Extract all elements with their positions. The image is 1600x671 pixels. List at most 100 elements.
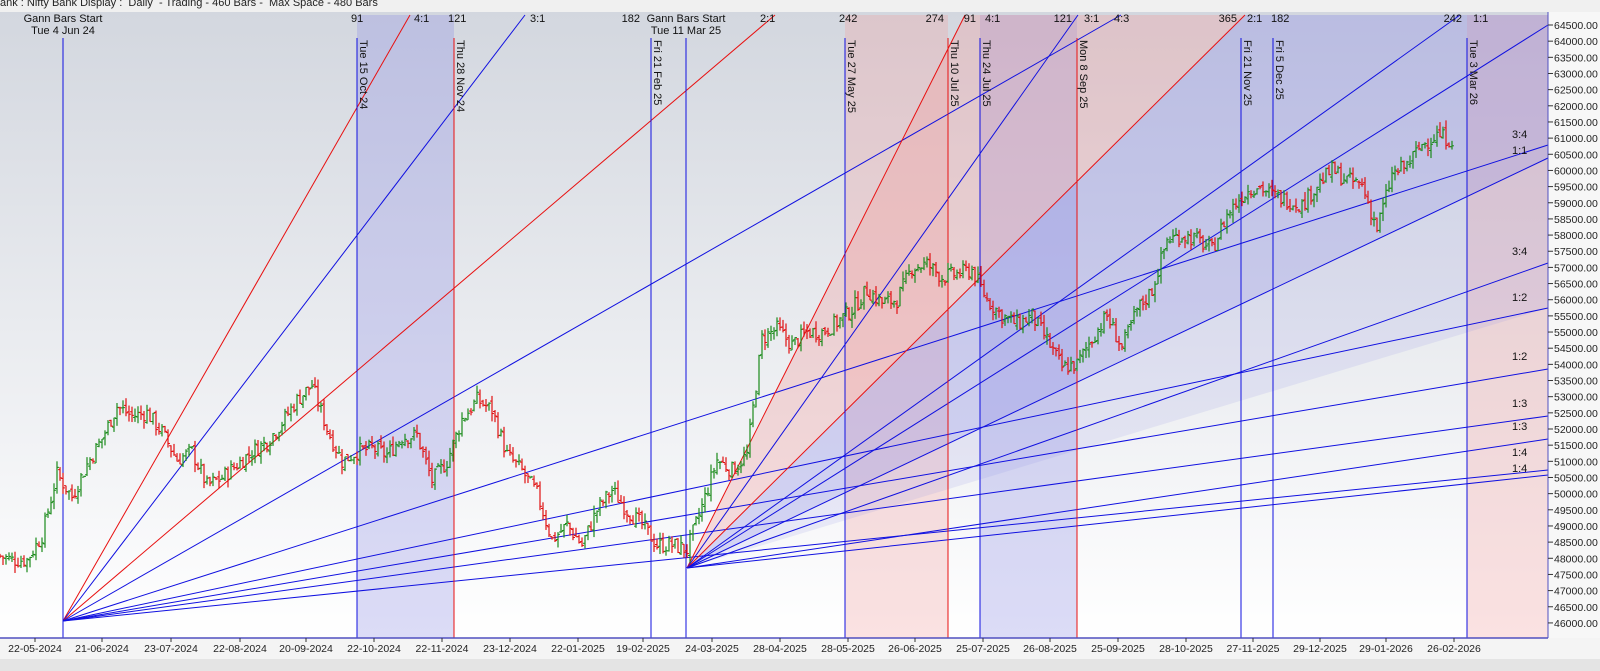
price-bar [439,459,443,474]
price-bar [1180,237,1184,243]
price-bar [178,453,182,465]
chart-title: ank : Nifty Bank Display : Daily - Tradi… [0,0,378,9]
price-bar [706,487,710,497]
marker-date-label: Tue 27 May 25 [845,40,857,113]
price-bar [1027,309,1031,327]
gann-fan-line-blue [686,157,1549,569]
price-bar [454,431,458,449]
price-bar [592,505,596,538]
price-bar [1012,312,1016,325]
price-bar [472,399,476,412]
price-bar [1030,308,1034,324]
x-tick-label: 29-12-2025 [1293,643,1347,655]
x-tick-label: 26-06-2025 [888,643,942,655]
price-bar [1096,327,1100,345]
price-bar [478,389,482,409]
price-bar [1171,229,1175,243]
price-bar [823,326,827,336]
price-bar [25,557,29,573]
gann-fan-line-red [686,14,1246,569]
price-bar [1423,142,1427,149]
x-tick-label: 25-09-2025 [1091,643,1145,655]
price-bar [1393,165,1397,181]
x-tick-label: 22-08-2024 [213,643,267,655]
x-tick-label: 27-11-2025 [1227,643,1280,655]
price-bar [475,385,479,404]
price-bar [1396,168,1400,176]
price-bar [1318,173,1322,193]
price-bar [58,467,62,481]
price-bar [364,441,368,456]
price-bar [1063,360,1067,367]
price-bar [1279,190,1283,208]
gann-fan-line-blue [686,438,1549,569]
x-tick-label: 22-01-2025 [551,643,605,655]
price-bar [1072,361,1076,374]
price-bar [1312,193,1316,208]
price-bar [247,446,251,463]
price-bar [1120,343,1124,351]
price-bar [328,429,332,440]
price-bar [901,271,905,292]
gann-fan-line-blue [62,307,1549,622]
price-bar [433,468,437,490]
price-bar [361,445,365,450]
price-bar [214,476,218,481]
price-bar [868,289,872,301]
price-bar [418,432,422,450]
price-bar [517,454,521,466]
price-bar [946,262,950,283]
gann-fan-line-blue [62,469,1549,622]
price-bar [400,440,404,449]
price-bar [1078,349,1082,364]
price-bar [682,543,686,558]
price-bar [850,306,854,328]
price-bar [1228,210,1232,219]
price-bar [616,480,620,503]
price-bar [139,405,143,420]
price-bar [982,279,986,298]
price-bar [379,435,383,449]
price-bar [862,285,866,310]
price-bar [889,291,893,309]
y-tick-label: 60000.00 [1554,165,1598,177]
price-bar [1156,268,1160,285]
price-bar [112,417,116,432]
price-bar [40,537,44,553]
price-bar [913,268,917,283]
price-bar [565,514,569,527]
price-bar [991,300,995,321]
price-bar [1054,347,1058,357]
y-tick-label: 50500.00 [1554,472,1598,484]
price-bar [331,430,335,452]
price-bar [898,286,902,307]
price-bar [376,441,380,457]
price-bar [796,337,800,349]
price-bar [1081,348,1085,363]
price-bar [19,555,23,569]
price-bar [916,264,920,272]
price-bar [268,441,272,456]
price-bar [814,321,818,343]
price-bar [1402,160,1406,175]
price-bar [694,516,698,526]
price-bar [1414,141,1418,158]
price-bar [631,515,635,525]
price-bar [166,429,170,448]
price-bar [922,257,926,271]
price-bar [502,426,506,458]
price-bar [367,439,371,450]
price-bar [1330,160,1334,183]
price-bar [700,498,704,522]
price-bar [601,499,605,507]
fan-angle-label: 1:4 [1512,463,1527,475]
price-bar [649,525,653,542]
gann-start-date: Tue 11 Mar 25 [651,25,721,37]
price-bar [1123,329,1127,352]
price-bar [892,300,896,308]
x-tick-label: 22-11-2024 [416,643,469,655]
y-tick-label: 62500.00 [1554,85,1598,97]
price-bar [1165,237,1169,252]
marker-count-label: 182 [1271,13,1289,25]
price-bar [811,327,815,338]
